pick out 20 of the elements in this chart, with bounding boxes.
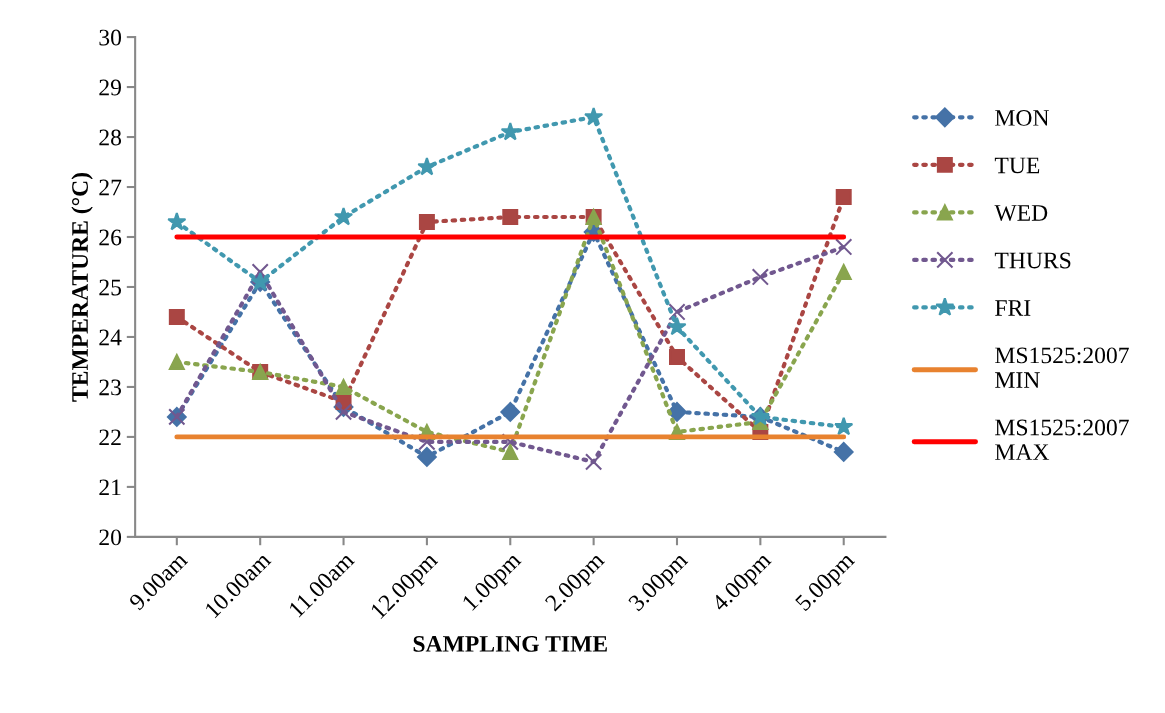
y-tick-label: 23 (99, 379, 122, 396)
y-tick-label: 26 (99, 229, 122, 246)
y-axis-title: TEMPERATURE (°C) (71, 173, 93, 402)
y-tick-label: 28 (99, 129, 122, 146)
y-tick-label: 20 (99, 529, 122, 546)
legend-label: THURS (994, 252, 1071, 269)
y-tick-label: 22 (99, 429, 121, 446)
legend-label: WED (994, 205, 1048, 222)
legend-label: FRI (995, 300, 1031, 316)
y-tick-label: 29 (99, 79, 121, 96)
y-tick-label: 24 (99, 329, 122, 346)
legend-label: MON (995, 109, 1049, 126)
legend-label: TUE (994, 157, 1040, 174)
y-tick-label: 27 (99, 179, 122, 196)
y-tick-label: 25 (99, 279, 122, 296)
y-tick-label: 30 (99, 29, 122, 46)
legend-label: MS1525:2007 MIN (995, 347, 1129, 388)
x-axis-title: SAMPLING TIME (413, 635, 607, 652)
y-tick-label: 21 (99, 479, 121, 496)
legend-label: MS1525:2007 MAX (995, 419, 1129, 460)
